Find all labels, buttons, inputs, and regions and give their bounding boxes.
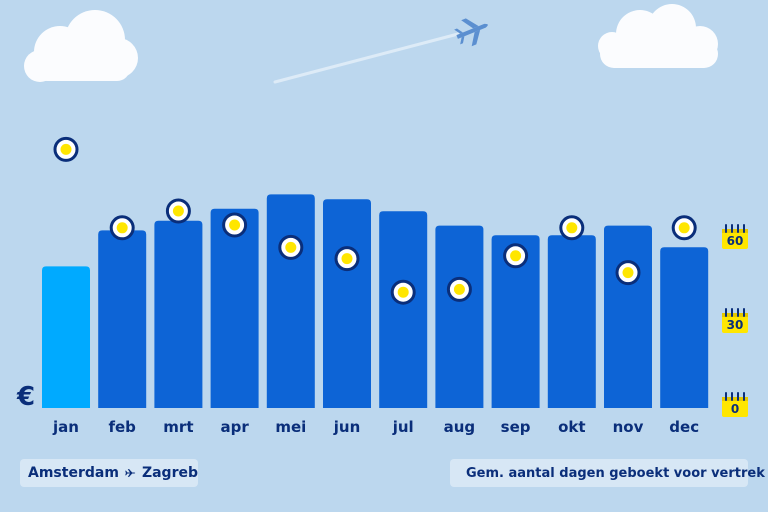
bar-mei: [266, 194, 315, 408]
day-marker-mrt: [165, 198, 191, 224]
cloud-left-icon: [24, 10, 138, 82]
day-marker-dec: [671, 215, 697, 241]
right-axis: 0 30 60: [722, 224, 748, 417]
x-label-mrt: mrt: [163, 418, 193, 436]
bar-mrt: [154, 220, 203, 408]
day-marker-okt: [559, 215, 585, 241]
day-marker-aug: [446, 276, 472, 302]
x-label-jun: jun: [333, 418, 361, 436]
bar-feb: [98, 230, 147, 408]
bar-jul: [379, 211, 428, 408]
x-label-okt: okt: [558, 418, 585, 436]
markers-layer: [53, 136, 697, 305]
route-origin: Amsterdam: [28, 465, 119, 481]
calendar-tick-label: 30: [727, 318, 744, 332]
currency-symbol: €: [16, 382, 35, 412]
day-marker-nov: [615, 260, 641, 286]
legend: Gem. aantal dagen geboekt voor vertrek: [450, 459, 765, 487]
bar-jan: [42, 266, 90, 408]
x-label-nov: nov: [613, 418, 644, 436]
bar-okt: [547, 235, 596, 408]
calendar-tick-30: 30: [722, 308, 748, 333]
bar-nov: [604, 225, 652, 408]
day-marker-mei: [278, 234, 304, 260]
x-label-sep: sep: [501, 418, 531, 436]
day-marker-jul: [390, 279, 416, 305]
bars-layer: [42, 194, 709, 408]
day-marker-feb: [109, 215, 135, 241]
calendar-tick-label: 60: [727, 234, 744, 248]
calendar-tick-60: 60: [722, 224, 748, 249]
cloud-right-icon: [598, 4, 718, 68]
legend-label: Gem. aantal dagen geboekt voor vertrek: [466, 465, 765, 481]
bar-sep: [491, 235, 540, 408]
day-marker-apr: [222, 212, 248, 238]
x-label-dec: dec: [669, 418, 699, 436]
x-axis-labels: jan feb mrt apr mei jun jul aug sep okt nov dec: [52, 418, 699, 436]
x-label-jul: jul: [392, 418, 414, 436]
bar-dec: [660, 247, 709, 408]
calendar-tick-label: 0: [731, 402, 739, 416]
bar-apr: [210, 208, 259, 408]
x-label-mei: mei: [275, 418, 306, 436]
bar-jun: [323, 199, 371, 408]
x-label-jan: jan: [52, 418, 79, 436]
day-marker-jun: [334, 246, 360, 272]
x-label-aug: aug: [444, 418, 476, 436]
plane-icon: [273, 18, 488, 84]
bar-aug: [435, 225, 484, 408]
airplane-icon: [124, 469, 136, 477]
route-box: Amsterdam Zagreb: [20, 459, 198, 487]
calendar-tick-0: 0: [722, 392, 748, 417]
route-destination: Zagreb: [141, 465, 198, 481]
day-marker-jan: [53, 136, 79, 162]
x-label-apr: apr: [220, 418, 249, 436]
x-label-feb: feb: [108, 418, 136, 436]
day-marker-sep: [503, 243, 529, 269]
